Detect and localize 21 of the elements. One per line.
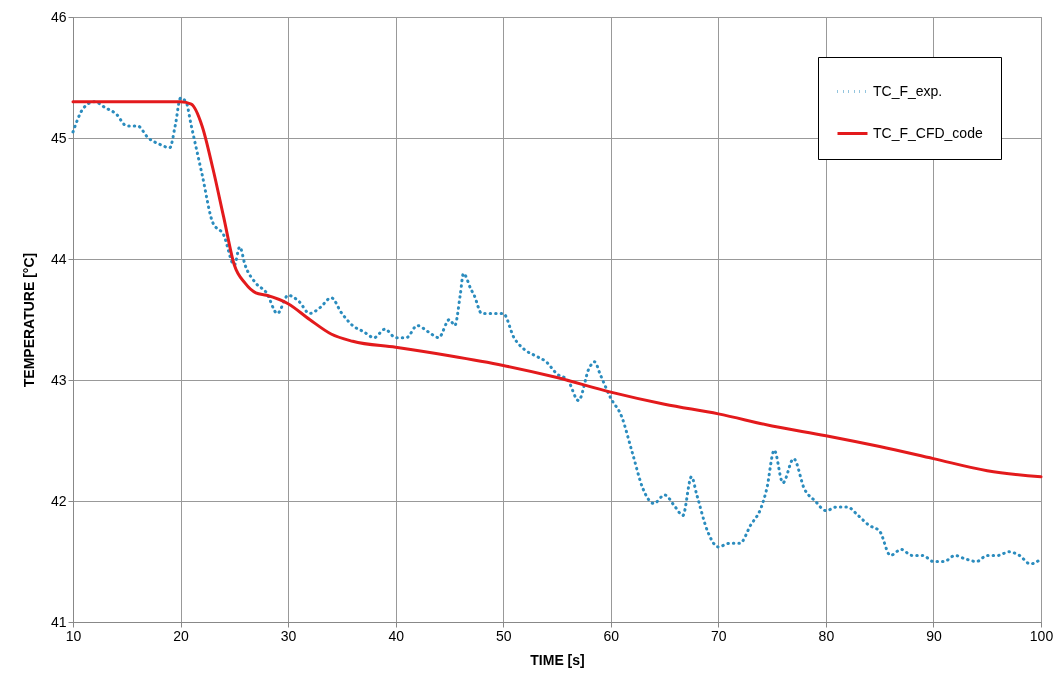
x-tick-label: 100 [1029, 627, 1054, 644]
x-tick-label: 70 [711, 627, 727, 644]
x-tick-label: 20 [173, 627, 190, 644]
x-tick-label: 90 [926, 627, 942, 644]
legend-label: TC_F_exp. [873, 82, 943, 99]
y-tick-label: 41 [50, 613, 67, 630]
y-axis-title: TEMPERATURE [°C] [20, 252, 37, 388]
x-axis-title: TIME [s] [530, 651, 585, 668]
x-tick-label: 40 [388, 627, 405, 644]
y-tick-label: 46 [50, 8, 67, 25]
y-tick-label: 43 [50, 371, 67, 388]
y-tick-label: 45 [50, 129, 67, 146]
y-tick-label: 44 [50, 250, 67, 267]
y-tick-label: 42 [50, 492, 67, 509]
x-tick-label: 50 [495, 627, 512, 644]
legend-label: TC_F_CFD_code [873, 124, 983, 141]
line-series [71, 100, 1043, 479]
x-tick-label: 80 [818, 627, 835, 644]
x-tick-label: 30 [280, 627, 297, 644]
x-tick-label: 60 [603, 627, 620, 644]
x-tick-label: 10 [65, 627, 82, 644]
